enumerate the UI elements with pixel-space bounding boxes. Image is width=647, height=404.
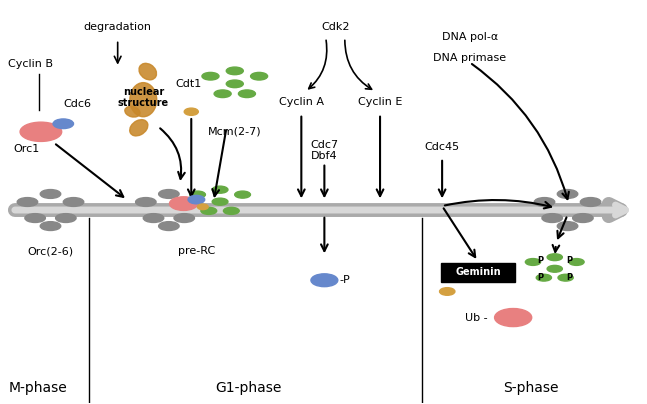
Ellipse shape — [542, 214, 562, 223]
Ellipse shape — [573, 214, 593, 223]
Ellipse shape — [143, 214, 164, 223]
Text: Cdc7
Dbf4: Cdc7 Dbf4 — [311, 140, 338, 162]
Text: DNA primase: DNA primase — [433, 53, 506, 63]
Text: Cdc45: Cdc45 — [424, 142, 459, 152]
Ellipse shape — [136, 198, 156, 206]
Text: -P: -P — [340, 275, 351, 285]
Ellipse shape — [20, 122, 61, 141]
Ellipse shape — [40, 222, 61, 231]
Text: Orc1: Orc1 — [13, 144, 39, 154]
Ellipse shape — [188, 196, 204, 204]
Text: Cdt1: Cdt1 — [175, 79, 201, 88]
Ellipse shape — [214, 90, 231, 97]
Text: P: P — [565, 273, 572, 282]
Ellipse shape — [534, 198, 554, 206]
Ellipse shape — [159, 222, 179, 231]
Ellipse shape — [311, 274, 338, 287]
Ellipse shape — [239, 90, 256, 97]
Text: DNA pol-α: DNA pol-α — [441, 32, 498, 42]
Text: S-phase: S-phase — [503, 381, 558, 395]
Ellipse shape — [557, 222, 578, 231]
Ellipse shape — [226, 80, 243, 88]
Ellipse shape — [53, 119, 74, 128]
Ellipse shape — [182, 198, 202, 206]
Text: Geminin: Geminin — [455, 267, 501, 277]
Text: Orc(2-6): Orc(2-6) — [27, 246, 74, 256]
Text: P: P — [565, 257, 572, 265]
Ellipse shape — [130, 83, 157, 117]
Ellipse shape — [557, 189, 578, 198]
Ellipse shape — [25, 214, 45, 223]
Ellipse shape — [235, 191, 250, 198]
Ellipse shape — [202, 72, 219, 80]
Ellipse shape — [174, 214, 195, 223]
Text: P: P — [538, 257, 543, 265]
Ellipse shape — [170, 197, 198, 210]
Text: Cdc6: Cdc6 — [63, 99, 91, 109]
Ellipse shape — [226, 67, 243, 75]
Ellipse shape — [159, 189, 179, 198]
Ellipse shape — [201, 207, 217, 215]
Text: Mcm(2-7): Mcm(2-7) — [208, 126, 261, 137]
Ellipse shape — [223, 207, 239, 215]
Ellipse shape — [197, 204, 208, 210]
Ellipse shape — [56, 214, 76, 223]
Ellipse shape — [125, 106, 140, 117]
Ellipse shape — [139, 63, 157, 80]
Ellipse shape — [190, 191, 206, 198]
Text: G1-phase: G1-phase — [215, 381, 282, 395]
Ellipse shape — [212, 198, 228, 205]
Ellipse shape — [250, 72, 268, 80]
Text: P: P — [538, 273, 543, 282]
Ellipse shape — [494, 309, 532, 326]
Text: Cdk2: Cdk2 — [321, 23, 349, 32]
Ellipse shape — [40, 189, 61, 198]
Ellipse shape — [63, 198, 83, 206]
Ellipse shape — [525, 259, 541, 265]
Ellipse shape — [536, 274, 551, 281]
Ellipse shape — [558, 274, 573, 281]
Text: pre-RC: pre-RC — [178, 246, 215, 256]
Ellipse shape — [580, 198, 601, 206]
Text: Cyclin E: Cyclin E — [358, 97, 402, 107]
FancyBboxPatch shape — [441, 263, 515, 282]
Ellipse shape — [439, 288, 455, 295]
Text: nuclear
structure: nuclear structure — [118, 87, 169, 109]
Text: M-phase: M-phase — [8, 381, 67, 395]
Ellipse shape — [17, 198, 38, 206]
Text: Cyclin B: Cyclin B — [8, 59, 52, 69]
Text: degradation: degradation — [83, 23, 151, 32]
Ellipse shape — [130, 120, 148, 136]
Ellipse shape — [547, 265, 562, 272]
Text: Ub -: Ub - — [465, 313, 488, 322]
Text: Cyclin A: Cyclin A — [279, 97, 324, 107]
Ellipse shape — [184, 108, 199, 115]
Ellipse shape — [547, 254, 562, 261]
Ellipse shape — [569, 259, 584, 265]
Ellipse shape — [212, 186, 228, 193]
